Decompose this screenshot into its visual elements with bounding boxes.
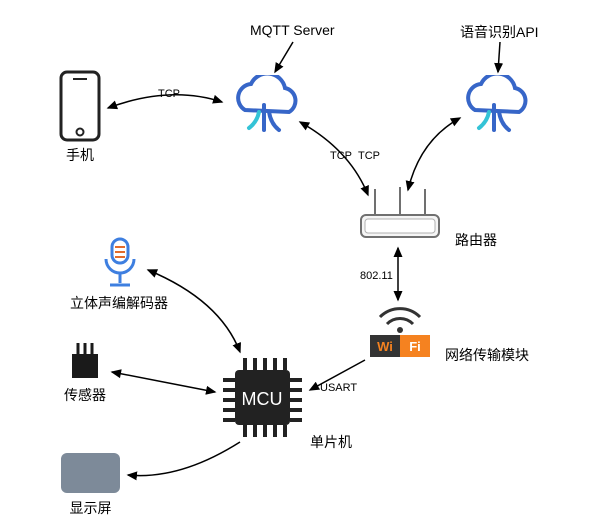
edge-label-usart: USART bbox=[320, 382, 357, 394]
screen-icon bbox=[58, 450, 123, 498]
wifi-icon: Wi Fi bbox=[360, 295, 440, 360]
sensor-icon bbox=[60, 340, 110, 385]
wifi-label: 网络传输模块 bbox=[445, 345, 529, 365]
edge-label-tcp-mqtt-router: TCP bbox=[330, 150, 352, 162]
mqtt-server-label: MQTT Server bbox=[250, 22, 335, 38]
mcu-chip-text: MCU bbox=[242, 389, 283, 409]
phone-node: 手机 bbox=[55, 70, 105, 165]
cloud-mqtt-node bbox=[225, 75, 305, 140]
chip-icon: MCU bbox=[215, 350, 310, 445]
svg-text:Wi: Wi bbox=[377, 339, 393, 354]
edge-label-tcp-api-router: TCP bbox=[358, 150, 380, 162]
mcu-node: MCU bbox=[215, 350, 310, 445]
microphone-icon bbox=[95, 235, 145, 290]
api-label: 语音识别API bbox=[460, 24, 539, 40]
edge-label-tcp-phone: TCP bbox=[158, 88, 180, 100]
sensor-node: 传感器 bbox=[60, 340, 110, 405]
codec-label: 立体声编解码器 bbox=[70, 293, 168, 313]
codec-node bbox=[95, 235, 145, 290]
sensor-label: 传感器 bbox=[60, 385, 110, 405]
mcu-sublabel: 单片机 bbox=[310, 432, 352, 452]
cloud-icon bbox=[455, 75, 535, 140]
phone-label: 手机 bbox=[55, 145, 105, 165]
wifi-node: Wi Fi bbox=[360, 295, 440, 360]
edge-label-80211: 802.11 bbox=[360, 270, 393, 282]
screen-node: 显示屏 bbox=[58, 450, 123, 518]
api-title: 语音识别API bbox=[460, 22, 539, 42]
screen-label: 显示屏 bbox=[58, 498, 123, 518]
phone-icon bbox=[55, 70, 105, 145]
router-label: 路由器 bbox=[455, 230, 497, 250]
svg-text:Fi: Fi bbox=[409, 339, 421, 354]
mqtt-server-title: MQTT Server bbox=[250, 22, 335, 40]
router-icon bbox=[355, 185, 445, 245]
cloud-icon bbox=[225, 75, 305, 140]
router-node bbox=[355, 185, 445, 245]
cloud-api-node bbox=[455, 75, 535, 140]
